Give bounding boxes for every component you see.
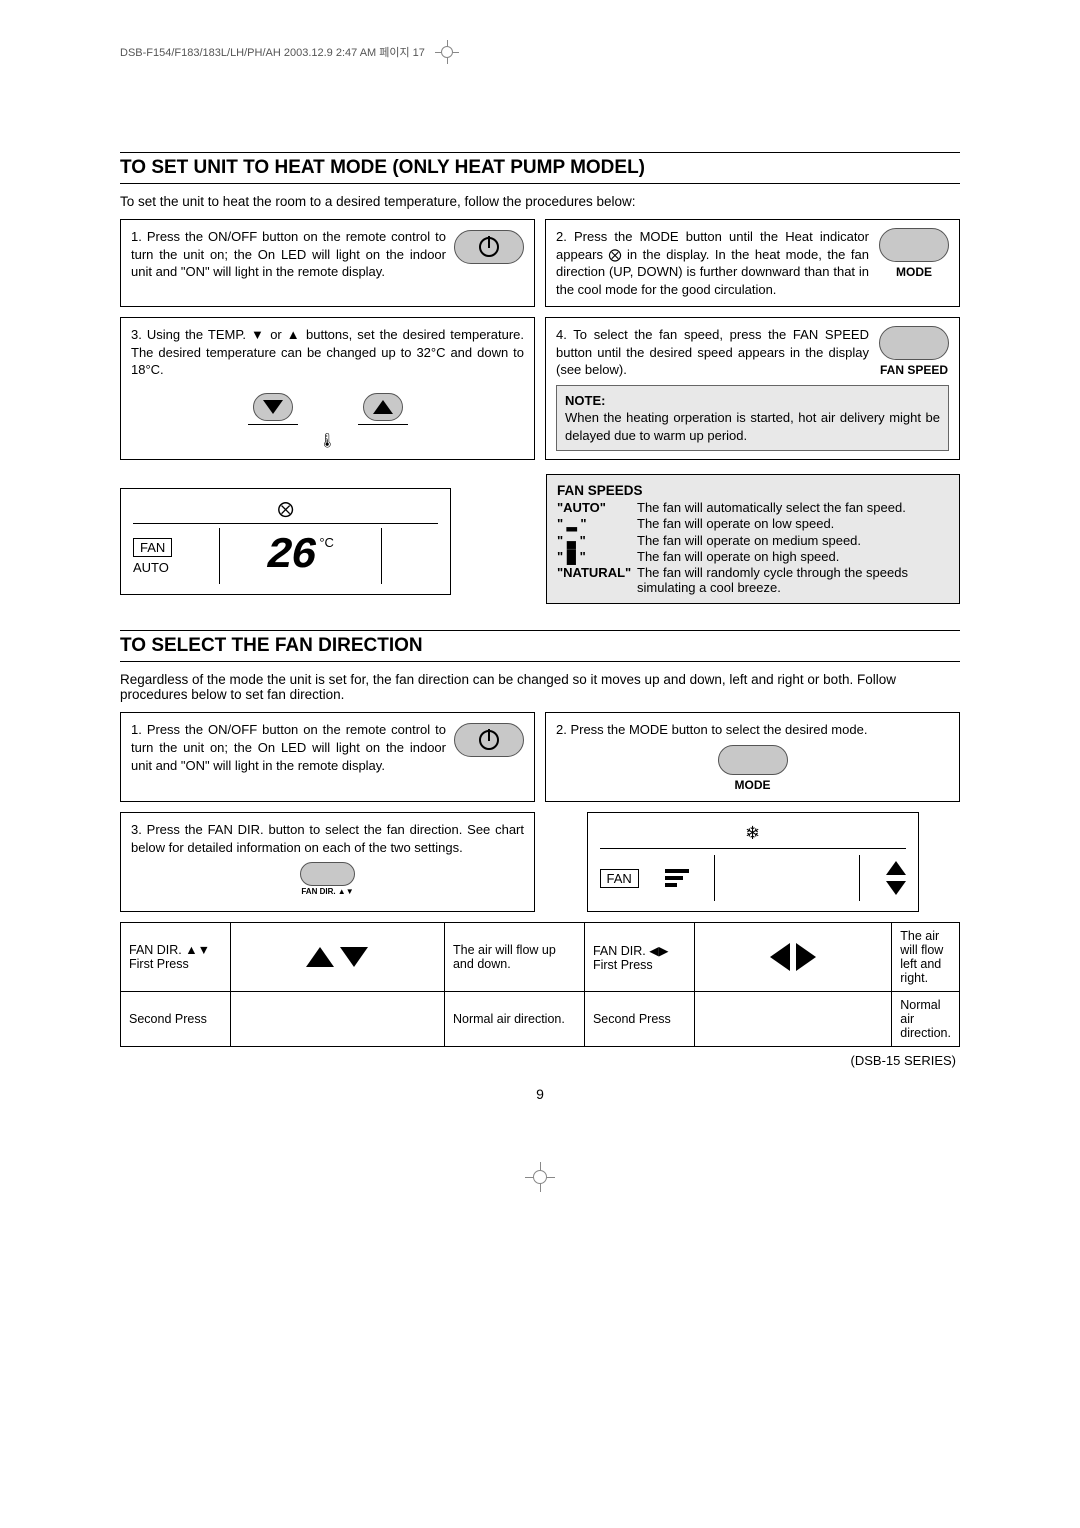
section1-title: To Set Unit To Heat Mode (Only Heat Pump… <box>120 157 960 179</box>
fan-speed-button[interactable]: FAN SPEED <box>879 326 949 378</box>
temp-down-button[interactable] <box>248 393 298 425</box>
note-text: When the heating orperation is started, … <box>565 409 940 444</box>
power-icon-2 <box>479 730 499 750</box>
fdt-r2c6: Normal air direction. <box>892 992 960 1047</box>
fdt-r2c2 <box>230 992 444 1047</box>
fs-k-1: " ▂ " <box>557 516 637 532</box>
remote-display: ⨂ FAN AUTO 26 °C <box>120 488 451 595</box>
fdt-r2c4: Second Press <box>584 992 694 1047</box>
fs-v-4: The fan will randomly cycle through the … <box>637 565 949 595</box>
fdt-r1c1b: First Press <box>129 957 222 971</box>
step2-text: 2. Press the MODE button until the Heat … <box>556 228 869 298</box>
power-button-2[interactable] <box>454 723 524 757</box>
temp-up-button[interactable] <box>358 393 408 425</box>
crop-mark-icon <box>435 40 459 64</box>
fs-k-0: "AUTO" <box>557 500 637 515</box>
fs-v-1: The fan will operate on low speed. <box>637 516 949 532</box>
sec2-step3-box: 3. Press the FAN DIR. button to select t… <box>120 812 535 912</box>
step3-box: 3. Using the TEMP. ▼ or ▲ buttons, set t… <box>120 317 535 460</box>
direction-arrows <box>886 861 906 895</box>
note-box: NOTE: When the heating orperation is sta… <box>556 385 949 452</box>
fs-v-3: The fan will operate on high speed. <box>637 549 949 564</box>
power-icon <box>479 237 499 257</box>
mode-button-2[interactable]: MODE <box>718 745 788 793</box>
step4-text: 4. To select the fan speed, press the FA… <box>556 326 869 379</box>
sec2-display-wrap: ❄ FAN <box>545 812 960 912</box>
sec2-step3-text: 3. Press the FAN DIR. button to select t… <box>131 821 524 856</box>
fdt-r1c4b: First Press <box>593 958 686 972</box>
fdt-r1c4: FAN DIR. ◀▶ First Press <box>584 923 694 992</box>
step3-text: 3. Using the TEMP. ▼ or ▲ buttons, set t… <box>131 326 524 379</box>
sec2-step1-box: 1. Press the ON/OFF button on the remote… <box>120 712 535 802</box>
fdt-r1c5 <box>694 923 892 992</box>
mode-label: MODE <box>896 264 932 280</box>
fdt-r1c1: FAN DIR. ▲▼ First Press <box>121 923 231 992</box>
chevron-up-icon <box>373 400 393 414</box>
display-fan-label: FAN <box>133 538 172 557</box>
display-temp-unit: °C <box>319 535 334 550</box>
mode-button[interactable]: MODE <box>879 228 949 280</box>
fdt-r1c1a: FAN DIR. ▲▼ <box>129 943 222 957</box>
fs-v-0: The fan will automatically select the fa… <box>637 500 949 515</box>
fan-dir-button[interactable]: FAN DIR. ▲▼ <box>300 862 355 898</box>
heat-indicator-icon: ⨂ <box>278 499 294 519</box>
section2-intro: Regardless of the mode the unit is set f… <box>120 672 960 702</box>
sec2-step2-box: 2. Press the MODE button to select the d… <box>545 712 960 802</box>
fan-speeds-title: FAN SPEEDS <box>557 483 949 498</box>
fs-k-3: " █ " <box>557 549 637 564</box>
cool-indicator-icon: ❄ <box>745 823 760 844</box>
step4-box: 4. To select the fan speed, press the FA… <box>545 317 960 460</box>
fan-dir-btn-label: FAN DIR. ▲▼ <box>301 887 353 898</box>
sec2-step2-text: 2. Press the MODE button to select the d… <box>556 721 949 739</box>
thermometer-icon: 🌡 <box>131 431 524 450</box>
fan-speed-bars-icon <box>665 869 689 887</box>
section2-title: To Select The Fan Direction <box>120 635 960 657</box>
step1-box: 1. Press the ON/OFF button on the remote… <box>120 219 535 307</box>
fs-k-4: "NATURAL" <box>557 565 637 595</box>
display-temp-value: 26 <box>267 531 316 581</box>
bottom-crop-mark <box>120 1162 960 1192</box>
fdt-r2c3: Normal air direction. <box>444 992 584 1047</box>
fdt-r2c5 <box>694 992 892 1047</box>
display2-fan-label: FAN <box>600 869 639 888</box>
section-heading-rule: To Set Unit To Heat Mode (Only Heat Pump… <box>120 152 960 184</box>
fdt-r1c3: The air will flow up and down. <box>444 923 584 992</box>
step2-box: 2. Press the MODE button until the Heat … <box>545 219 960 307</box>
display-fan-value: AUTO <box>133 560 172 575</box>
fdt-r1c4a: FAN DIR. ◀▶ <box>593 943 686 958</box>
fdt-r1c2 <box>230 923 444 992</box>
fan-direction-table: FAN DIR. ▲▼ First Press The air will flo… <box>120 922 960 1047</box>
fs-k-2: " ▄ " <box>557 533 637 548</box>
fan-speed-label: FAN SPEED <box>880 362 948 378</box>
series-label: (DSB-15 SERIES) <box>120 1053 956 1068</box>
mode-label-2: MODE <box>735 777 771 793</box>
section1-intro: To set the unit to heat the room to a de… <box>120 194 960 209</box>
fs-v-2: The fan will operate on medium speed. <box>637 533 949 548</box>
note-label: NOTE: <box>565 392 940 410</box>
meta-text: DSB-F154/F183/183L/LH/PH/AH 2003.12.9 2:… <box>120 44 425 60</box>
fan-speeds-box: FAN SPEEDS "AUTO" The fan will automatic… <box>546 474 960 604</box>
fdt-r2c1: Second Press <box>121 992 231 1047</box>
fdt-r1c6: The air will flow left and right. <box>892 923 960 992</box>
chevron-down-icon <box>263 400 283 414</box>
header-meta: DSB-F154/F183/183L/LH/PH/AH 2003.12.9 2:… <box>120 40 960 64</box>
power-button[interactable] <box>454 230 524 264</box>
remote-display-2: ❄ FAN <box>587 812 919 912</box>
page-number: 9 <box>120 1086 960 1102</box>
section2-heading-rule: To Select The Fan Direction <box>120 630 960 662</box>
